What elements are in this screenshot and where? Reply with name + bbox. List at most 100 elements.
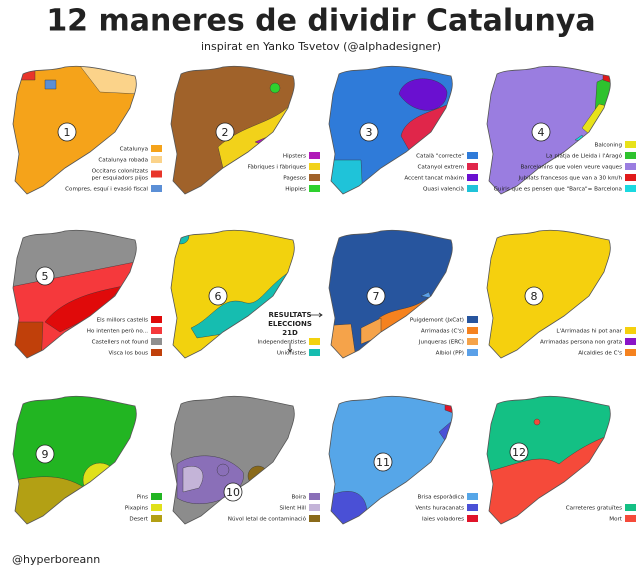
region [329,491,368,524]
map-number: 4 [538,126,545,139]
map-number: 7 [373,290,380,303]
map-number-badge [215,122,235,142]
legend-label: per esquiadors pijos [92,176,149,182]
region [594,71,611,113]
legend-swatch [151,338,162,345]
legend-label: Vents huracanats [415,506,464,512]
legend-swatch [151,349,162,356]
map: 7 Puigdemont (JxCat) Arrimadas (C's) Junque… [328,229,478,359]
region [581,300,589,308]
region [44,79,57,90]
legend-swatch [467,163,478,170]
map-number: 6 [215,290,222,303]
region [247,465,269,487]
legend-swatch [151,170,162,178]
legend-swatch [151,145,162,152]
legend-swatch [151,156,162,163]
map: 3 Català "correcte" Catanyol extrem Accent … [328,65,478,195]
map-number: 2 [222,126,229,139]
legend-label: Jubilats francesos que van a 30 km/h [517,176,622,182]
subtitle: inspirat en Yanko Tsvetov (@alphadesigne… [201,40,441,53]
legend-label: Brisa esporàdica [418,494,464,501]
map-number-badge [531,122,551,142]
legend-swatch [151,327,162,334]
legend-swatch [625,504,636,511]
legend-label: L'Arrimadas hi pot anar [556,329,622,335]
region [18,66,36,81]
region [420,291,432,299]
map-number-badge [366,286,386,306]
region [573,308,577,312]
legend-label: Catalunya robada [98,158,148,164]
legend-label: Quasi valencià [423,186,464,193]
legend-swatch [309,493,320,500]
map-number: 3 [366,126,373,139]
map: 9 Pins Pixapins Desert [12,395,162,525]
legend-label: Carreteres gratuïtes [566,506,622,512]
legend-swatch [467,327,478,334]
map-number: 12 [512,446,526,459]
legend-label: Català "correcte" [416,153,464,160]
legend-label: Pagesos [283,176,306,182]
map-number-badge [359,122,379,142]
legend-swatch [467,349,478,356]
legend-label: Puigdemont (JxCat) [410,318,464,324]
legend-label: Pins [137,495,148,501]
legend-swatch [625,349,636,356]
legend-label: Fàbriques i fàbriques [248,164,306,171]
legend-label: Barcelonins que volen veure vaques [520,165,622,171]
map-number-badge [509,442,529,462]
region [182,466,204,493]
legend-label: Silent Hill [280,506,307,512]
legend-swatch [625,185,636,192]
legend-label: Castellers not found [92,340,149,346]
map: 2 Hipsters Fàbriques i fàbriques Pagesos Hip… [170,65,320,195]
map-number: 11 [376,456,390,469]
legend-swatch [309,504,320,511]
legend-swatch [625,163,636,170]
legend-swatch [309,185,320,192]
annotation-arrow [287,312,323,353]
legend-swatch [467,515,478,522]
legend-swatch [309,338,320,345]
region [216,463,230,477]
legend-label: Arrimadas (C's) [421,329,464,335]
legend-label: Ho intenten però no... [87,328,148,335]
legend-swatch [467,493,478,500]
map: 1 Catalunya Catalunya robada Occitans colon… [12,65,162,195]
legend-label: Occitans colonitzats [92,169,148,175]
legend-swatch [151,504,162,511]
legend-swatch [151,316,162,323]
legend-label: Compres, esquí i evasió fiscal [65,186,148,193]
region [533,418,541,426]
legend-swatch [309,515,320,522]
map-number: 10 [226,486,240,499]
legend-label: Boira [291,495,306,501]
legend-label: Catalunya [120,147,148,153]
legend-swatch [625,174,636,181]
legend-label: Mort [609,517,623,523]
legend-swatch [467,174,478,181]
legend-swatch [467,316,478,323]
map: 6 Independentistes Unionistes [170,229,320,359]
legend-label: Hipsters [283,154,306,160]
legend-swatch [151,493,162,500]
legend-swatch [309,163,320,170]
legend-swatch [309,349,320,356]
legend-label: Desert [129,517,148,523]
map: 11 Brisa esporàdica Vents huracanats Iaies … [328,395,478,525]
annotation-line: RESULTATS [268,311,311,319]
legend-swatch [625,141,636,148]
legend-swatch [309,152,320,159]
map-number-badge [373,452,393,472]
legend-label: Visca los bous [108,351,148,357]
map: 5 Els millors castells Ho intenten però no… [12,229,162,359]
annotation-line: ELECCIONS [268,320,312,328]
region [269,82,281,94]
map-number: 8 [531,290,538,303]
legend-swatch [467,504,478,511]
legend-label: Hippies [285,187,306,193]
map-number-badge [57,122,77,142]
